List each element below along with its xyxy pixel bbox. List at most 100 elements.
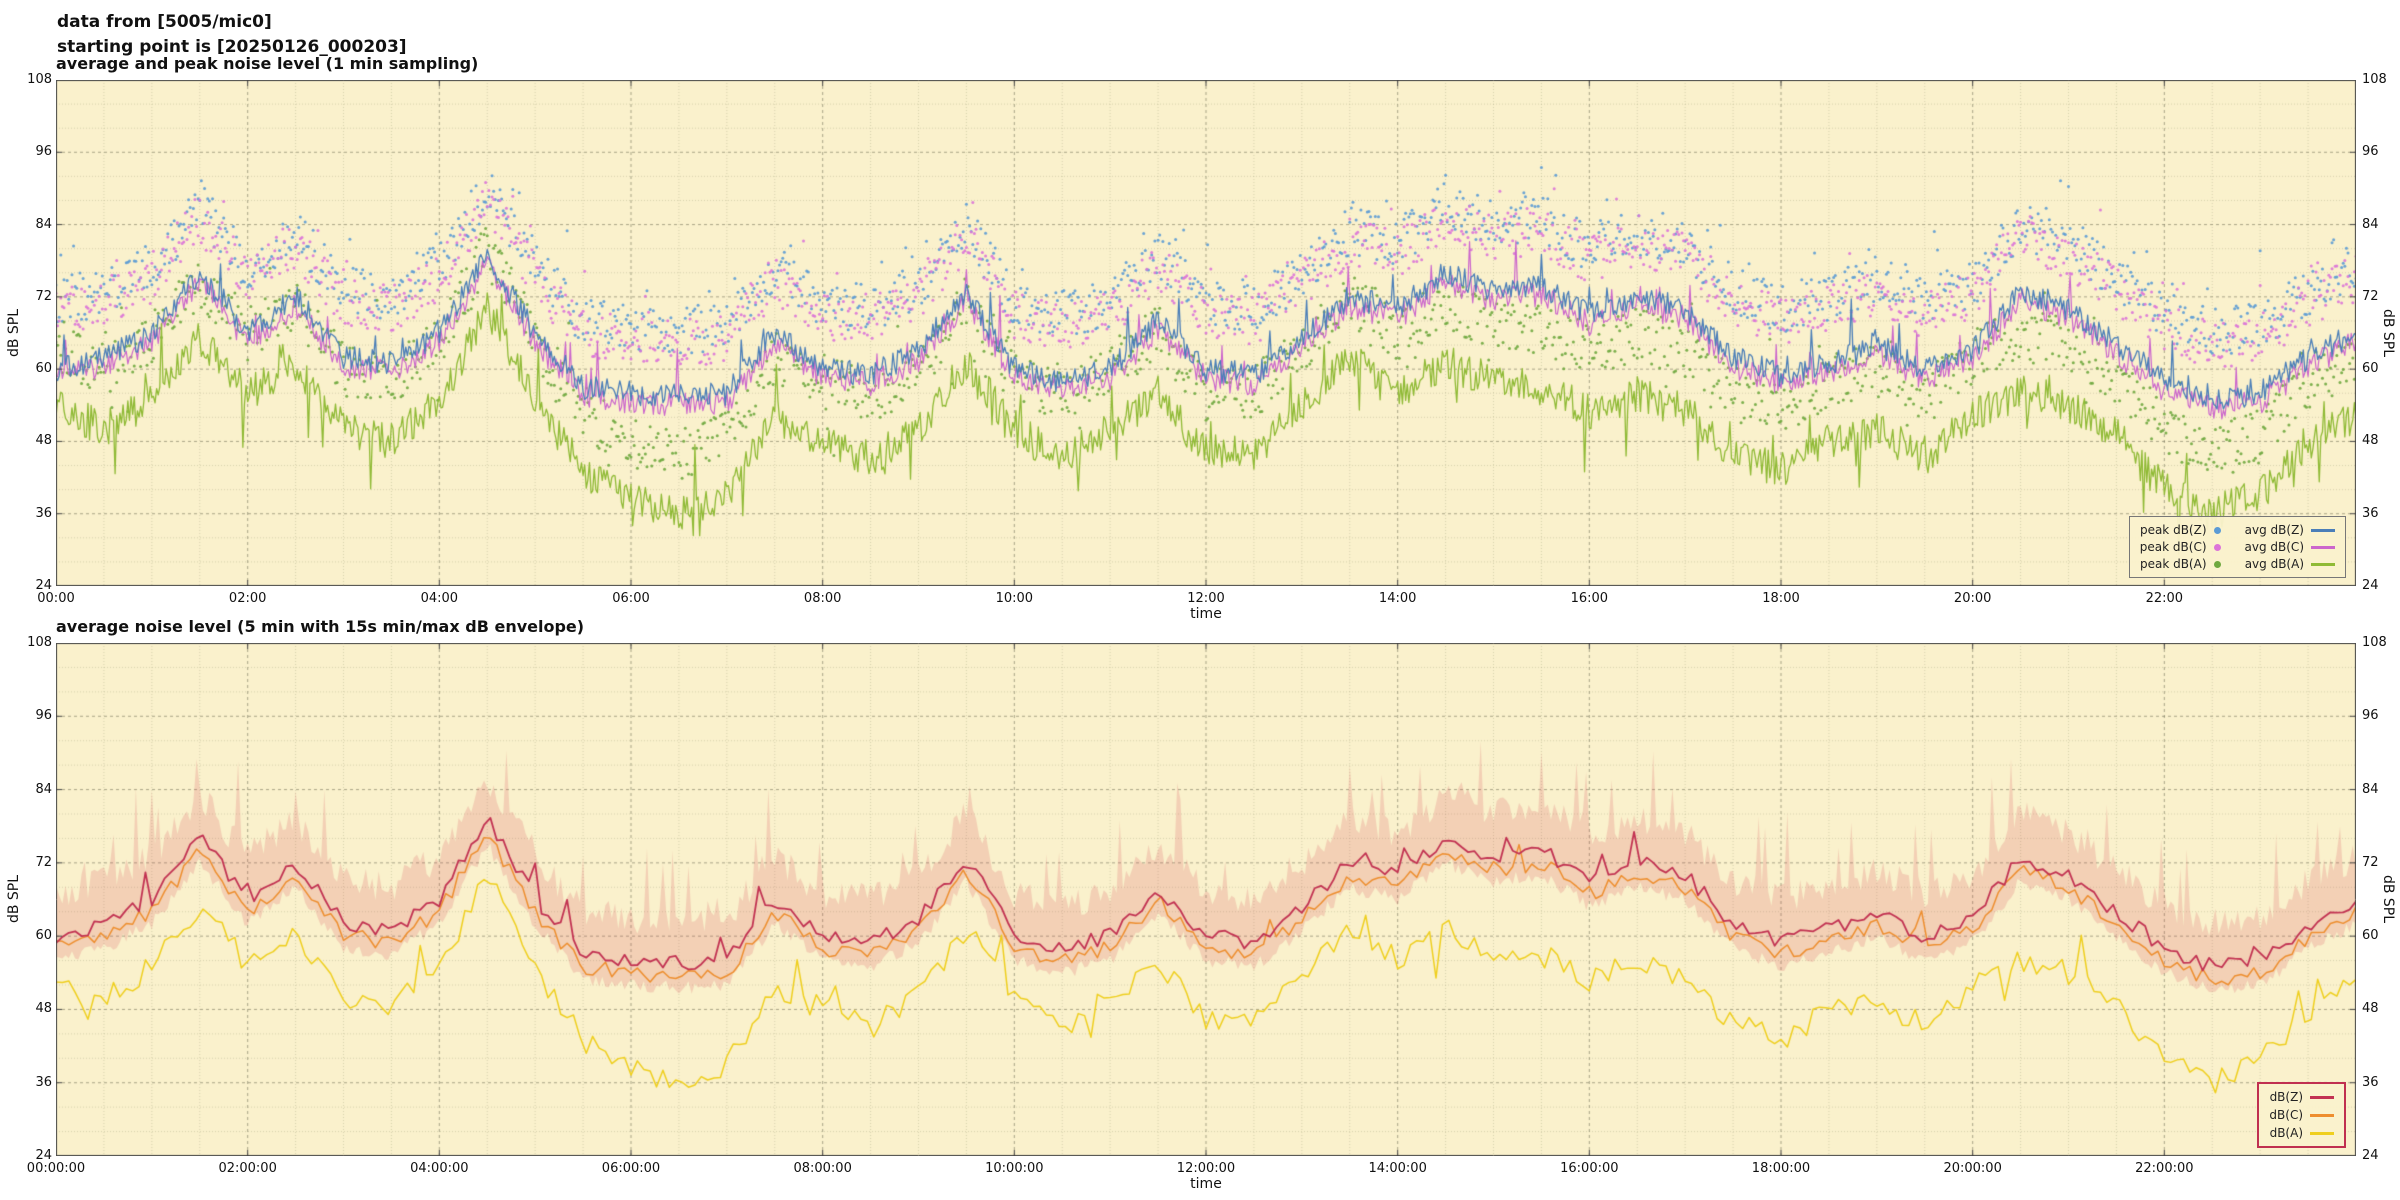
- x-tick-label: 06:00:00: [601, 1161, 661, 1176]
- y-tick-label: 24: [2362, 1148, 2379, 1163]
- x-tick-label: 10:00:00: [985, 1161, 1044, 1176]
- legend-label: peak dB(A): [2139, 557, 2207, 571]
- legend-label: avg dB(Z): [2244, 523, 2304, 537]
- header: data from [5005/mic0] starting point is …: [57, 10, 407, 59]
- legend-item: peak dB(Z): [2140, 523, 2221, 537]
- y-tick-label: 36: [35, 1074, 52, 1090]
- legend-item: avg dB(A): [2245, 557, 2335, 571]
- x-tick-label: 08:00:00: [793, 1161, 852, 1176]
- x-tick-label: 16:00:00: [1560, 1161, 1619, 1176]
- y-tick-label: 36: [35, 505, 52, 521]
- chart1-title: average and peak noise level (1 min samp…: [56, 54, 479, 73]
- legend-line-marker: [2311, 545, 2335, 549]
- y-tick-label: 72: [2362, 854, 2379, 870]
- x-tick-label: 16:00: [1570, 591, 1609, 606]
- y-tick-label: 60: [2362, 928, 2379, 944]
- legend-label: peak dB(C): [2139, 540, 2207, 554]
- chart1-xlabel: time: [1190, 606, 1222, 622]
- chart2-ylabel-right: dB SPL: [2380, 874, 2396, 924]
- legend-item: dB(A): [2269, 1126, 2334, 1140]
- x-tick-label: 08:00: [803, 591, 842, 606]
- y-tick-label: 48: [2362, 433, 2379, 449]
- y-tick-label: 96: [2362, 144, 2379, 160]
- y-tick-label: 60: [2362, 361, 2379, 377]
- chart2-xlabel: time: [1190, 1176, 1222, 1192]
- y-tick-label: 96: [35, 708, 52, 724]
- legend-item: peak dB(C): [2140, 540, 2221, 554]
- header-line-start: starting point is [20250126_000203]: [57, 36, 407, 57]
- legend-line-marker: [2311, 562, 2335, 566]
- x-tick-label: 00:00:00: [26, 1161, 86, 1176]
- y-tick-label: 48: [35, 433, 52, 449]
- legend-label: dB(Z): [2269, 1090, 2303, 1104]
- legend-label: dB(A): [2269, 1126, 2303, 1140]
- legend: dB(Z) dB(C) dB(A): [2257, 1082, 2346, 1148]
- x-tick-label: 12:00:00: [1176, 1161, 1236, 1176]
- legend-item: avg dB(Z): [2245, 523, 2335, 537]
- x-tick-label: 04:00:00: [410, 1161, 469, 1176]
- y-tick-label: 108: [2362, 635, 2387, 650]
- legend: peak dB(Z) avg dB(Z) peak dB(C) avg dB(C) pe…: [2128, 516, 2346, 578]
- chart2-plot-area: 24 24 36 36 48 48 60 60 72 72 84 84 96 96 108 108 00:00:…: [27, 636, 2387, 1177]
- y-tick-label: 84: [35, 781, 52, 797]
- y-tick-label: 48: [2362, 1001, 2379, 1017]
- legend-point-marker: [2213, 543, 2221, 551]
- legend-label: peak dB(Z): [2139, 523, 2207, 537]
- chart1-plot-area: 24 24 36 36 48 48 60 60 72 72 84 84 96 96 108 108 00:00 0…: [27, 73, 2387, 607]
- chart1-ylabel-right: dB SPL: [2380, 308, 2396, 358]
- legend-line-marker: [2310, 1131, 2334, 1135]
- y-tick-label: 24: [35, 578, 52, 593]
- x-tick-label: 06:00: [612, 591, 650, 606]
- x-tick-label: 02:00: [228, 591, 267, 606]
- x-tick-label: 18:00: [1762, 591, 1800, 606]
- y-tick-label: 96: [2362, 708, 2379, 724]
- legend-item: avg dB(C): [2245, 540, 2335, 554]
- y-tick-label: 60: [35, 361, 52, 377]
- chart2-canvas: [56, 643, 2356, 1156]
- y-tick-label: 108: [27, 635, 52, 650]
- y-tick-label: 72: [2362, 288, 2379, 304]
- x-tick-label: 22:00:00: [2135, 1161, 2194, 1176]
- y-tick-label: 36: [2362, 1074, 2379, 1090]
- legend-item: dB(C): [2269, 1108, 2334, 1122]
- x-tick-label: 00:00: [37, 591, 75, 606]
- x-tick-label: 10:00: [995, 591, 1034, 606]
- x-tick-label: 12:00: [1187, 591, 1225, 606]
- y-tick-label: 84: [2362, 781, 2379, 797]
- x-tick-label: 04:00: [420, 591, 459, 606]
- chart2-ylabel-left: dB SPL: [6, 874, 22, 924]
- y-tick-label: 72: [35, 854, 52, 870]
- x-tick-label: 18:00:00: [1751, 1161, 1811, 1176]
- legend-line-marker: [2310, 1095, 2334, 1099]
- y-tick-label: 84: [2362, 216, 2379, 232]
- x-tick-label: 02:00:00: [218, 1161, 277, 1176]
- legend-line-marker: [2311, 528, 2335, 532]
- legend-label: dB(C): [2269, 1108, 2303, 1122]
- y-tick-label: 96: [35, 144, 52, 160]
- y-tick-label: 36: [2362, 505, 2379, 521]
- x-tick-label: 20:00:00: [1943, 1161, 2002, 1176]
- legend-label: avg dB(A): [2244, 557, 2304, 571]
- y-tick-label: 108: [2362, 72, 2387, 87]
- legend-point-marker: [2213, 560, 2221, 568]
- y-tick-label: 60: [35, 928, 52, 944]
- y-tick-label: 48: [35, 1001, 52, 1017]
- chart1-ylabel-left: dB SPL: [6, 308, 22, 358]
- y-tick-label: 72: [35, 288, 52, 304]
- legend-item: dB(Z): [2269, 1090, 2334, 1104]
- legend-item: peak dB(A): [2140, 557, 2221, 571]
- chart1-canvas: [56, 80, 2356, 586]
- x-tick-label: 14:00: [1378, 591, 1417, 606]
- y-tick-label: 24: [2362, 578, 2379, 593]
- chart2-title: average noise level (5 min with 15s min/…: [56, 617, 585, 636]
- y-tick-label: 24: [35, 1148, 52, 1163]
- header-line-source: data from [5005/mic0]: [57, 12, 272, 32]
- legend-point-marker: [2213, 526, 2221, 534]
- legend-line-marker: [2310, 1113, 2334, 1117]
- x-tick-label: 22:00: [2145, 591, 2184, 606]
- y-tick-label: 84: [35, 216, 52, 232]
- legend-label: avg dB(C): [2244, 540, 2304, 554]
- x-tick-label: 20:00: [1953, 591, 1992, 606]
- x-tick-label: 14:00:00: [1368, 1161, 1427, 1176]
